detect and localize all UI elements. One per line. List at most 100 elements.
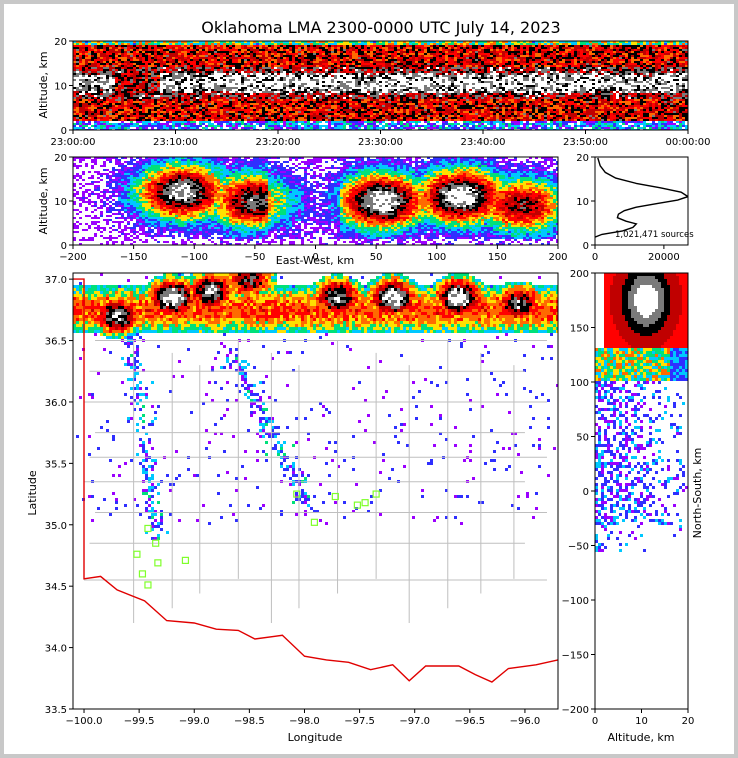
time-height-cell [355,65,358,67]
time-height-cell [448,81,451,83]
time-height-cell [466,63,469,65]
time-height-cell [472,61,475,63]
time-height-cell [229,73,232,75]
time-height-cell [424,41,427,43]
time-height-cell [598,79,601,81]
time-height-cell [97,67,100,69]
time-height-cell [562,83,565,85]
time-height-cell [397,75,400,77]
time-height-cell [214,51,217,53]
time-height-cell [490,45,493,47]
time-height-cell [520,41,523,43]
time-height-cell [358,61,361,63]
time-height-cell [340,81,343,83]
time-height-cell [343,83,346,85]
time-height-cell [202,89,205,91]
time-height-cell [565,87,568,89]
time-height-cell [685,51,688,53]
time-height-cell [574,57,577,59]
time-height-cell [607,71,610,73]
time-height-cell [391,69,394,71]
time-height-cell [88,71,91,73]
time-height-cell [649,83,652,85]
time-height-cell [163,85,166,87]
time-height-cell [682,45,685,47]
time-height-cell [454,59,457,61]
time-height-cell [631,57,634,59]
time-height-cell [478,85,481,87]
time-height-cell [595,49,598,51]
time-height-cell [319,77,322,79]
time-height-cell [487,69,490,71]
time-height-cell [169,85,172,87]
time-height-cell [172,41,175,43]
time-height-cell [112,69,115,71]
time-height-cell [649,43,652,45]
time-height-cell [229,45,232,47]
time-height-cell [121,63,124,65]
time-height-cell [490,47,493,49]
time-height-cell [100,41,103,43]
time-height-cell [382,61,385,63]
time-height-cell [130,85,133,87]
time-height-cell [139,45,142,47]
time-height-cell [619,85,622,87]
time-height-cell [457,43,460,45]
time-height-cell [652,69,655,71]
time-height-cell [670,73,673,75]
time-height-cell [610,47,613,49]
time-height-cell [403,81,406,83]
time-height-cell [148,75,151,77]
time-height-cell [619,87,622,89]
time-height-cell [559,43,562,45]
time-height-cell [181,73,184,75]
time-height-cell [271,67,274,69]
time-height-cell [301,73,304,75]
time-height-cell [334,81,337,83]
time-height-cell [493,53,496,55]
time-height-cell [451,59,454,61]
time-height-cell [463,79,466,81]
time-height-cell [106,49,109,51]
time-height-cell [616,61,619,63]
time-height-cell [154,59,157,61]
time-height-cell [538,85,541,87]
time-height-cell [79,45,82,47]
time-height-cell [418,73,421,75]
time-height-cell [436,67,439,69]
time-height-cell [523,49,526,51]
time-height-cell [319,49,322,51]
time-height-cell [145,79,148,81]
time-height-cell [295,41,298,43]
time-height-cell [340,73,343,75]
time-height-cell [283,53,286,55]
time-height-cell [613,49,616,51]
time-height-cell [280,85,283,87]
time-height-cell [280,45,283,47]
time-height-cell [565,55,568,57]
time-height-cell [310,83,313,85]
time-height-cell [520,65,523,67]
time-height-cell [637,69,640,71]
time-height-cell [541,55,544,57]
time-height-cell [334,83,337,85]
time-height-cell [199,81,202,83]
time-height-cell [256,57,259,59]
time-height-cell [130,61,133,63]
time-height-cell [148,45,151,47]
time-height-cell [670,49,673,51]
time-height-cell [250,83,253,85]
time-height-cell [493,73,496,75]
time-height-cell [217,49,220,51]
time-height-cell [268,47,271,49]
time-height-cell [448,63,451,65]
time-height-cell [280,73,283,75]
time-height-cell [619,43,622,45]
time-height-cell [193,57,196,59]
time-height-cell [238,87,241,89]
time-height-cell [445,87,448,89]
time-height-cell [268,75,271,77]
time-height-cell [229,81,232,83]
time-height-cell [529,53,532,55]
time-height-cell [133,51,136,53]
